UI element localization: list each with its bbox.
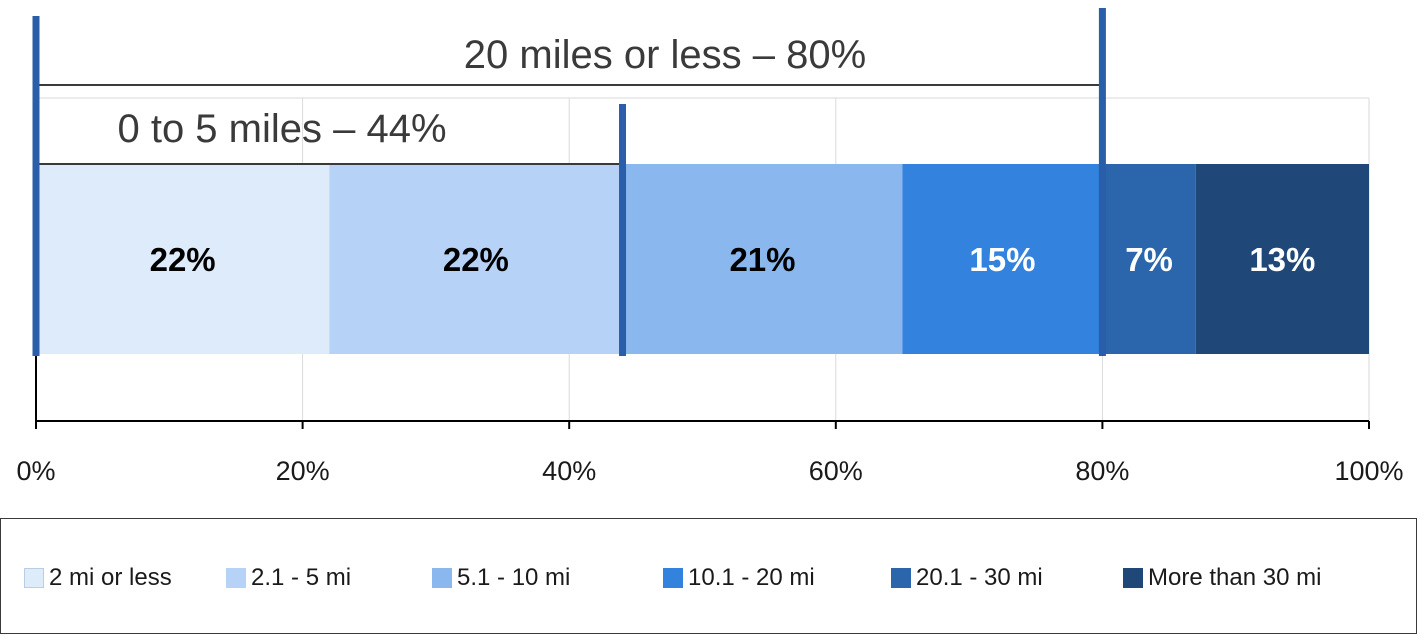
chart-legend: 2 mi or less 2.1 - 5 mi 5.1 - 10 mi 10.1 - … <box>0 518 1417 634</box>
bar-segment <box>36 164 330 354</box>
marker-line <box>1098 8 1106 356</box>
legend-swatch <box>226 568 246 588</box>
legend-label: More than 30 mi <box>1148 564 1322 591</box>
legend-label: 2.1 - 5 mi <box>251 564 352 591</box>
data-label: 13% <box>1249 241 1315 278</box>
bar-segment <box>902 164 1103 354</box>
marker-line <box>32 16 40 356</box>
legend-label: 5.1 - 10 mi <box>457 564 571 591</box>
legend-item: 20.1 - 30 mi <box>891 564 1043 592</box>
x-tick-label: 20% <box>276 456 330 486</box>
bar-segment <box>1102 164 1196 354</box>
data-label: 21% <box>729 241 795 278</box>
legend-item: 2 mi or less <box>24 564 172 592</box>
bar-segment <box>1195 164 1369 354</box>
x-tick-label: 40% <box>542 456 596 486</box>
stacked-bar-chart: 22% 22% 21% 15% 7% 13% 0% 20% 40% 60% 80% 100% 20 mi… <box>16 8 1404 486</box>
bar-segment <box>329 164 623 354</box>
legend-item: 2.1 - 5 mi <box>226 564 351 592</box>
legend-swatch <box>432 568 452 588</box>
annotation-label: 0 to 5 miles – 44% <box>117 107 446 151</box>
legend-swatch <box>663 568 683 588</box>
x-tick-label: 80% <box>1075 456 1129 486</box>
data-label: 15% <box>969 241 1035 278</box>
data-label: 22% <box>443 241 509 278</box>
marker-line <box>619 104 627 356</box>
legend-item: More than 30 mi <box>1123 564 1321 592</box>
x-tick-label: 100% <box>1334 456 1403 486</box>
legend-item: 5.1 - 10 mi <box>432 564 570 592</box>
annotation-label: 20 miles or less – 80% <box>464 33 866 77</box>
legend-swatch <box>891 568 911 588</box>
data-label: 7% <box>1125 241 1173 278</box>
x-tick-label: 0% <box>16 456 55 486</box>
legend-label: 2 mi or less <box>49 564 172 591</box>
x-tick-label: 60% <box>809 456 863 486</box>
legend-label: 20.1 - 30 mi <box>916 564 1043 591</box>
legend-item: 10.1 - 20 mi <box>663 564 815 592</box>
bar-segment <box>622 164 903 354</box>
data-label: 22% <box>150 241 216 278</box>
legend-swatch <box>1123 568 1143 588</box>
legend-swatch <box>24 568 44 588</box>
legend-label: 10.1 - 20 mi <box>688 564 815 591</box>
